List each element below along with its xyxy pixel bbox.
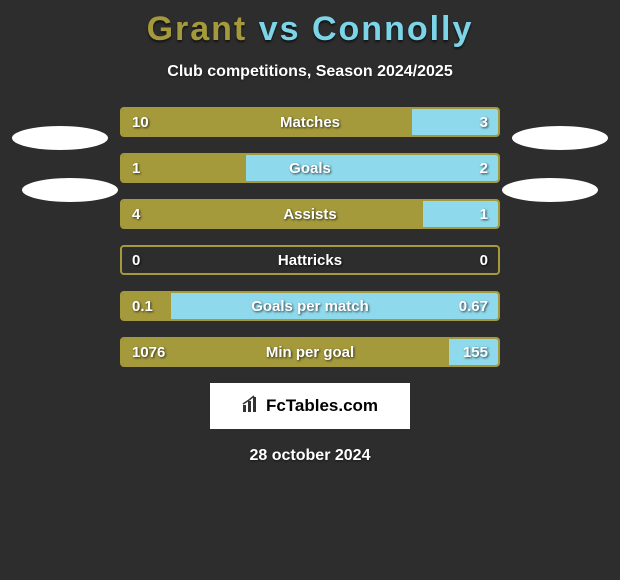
stats-bars-container: Matches103Goals12Assists41Hattricks00Goa…	[120, 107, 500, 367]
stat-value-left: 10	[132, 109, 149, 135]
stat-value-left: 0	[132, 247, 140, 273]
fctables-logo: FcTables.com	[210, 383, 410, 429]
stat-value-left: 4	[132, 201, 140, 227]
stat-value-right: 2	[480, 155, 488, 181]
stat-value-left: 1076	[132, 339, 165, 365]
vs-text: vs	[259, 10, 301, 48]
stat-value-right: 0.67	[459, 293, 488, 319]
stat-row: Matches10 3	[120, 107, 500, 137]
chart-icon	[242, 395, 260, 418]
stat-value-right: 1	[480, 201, 488, 227]
comparison-title: Grant vs Connolly	[0, 0, 620, 49]
stat-value-right: 0	[480, 247, 488, 273]
date-text: 28 october 2024	[0, 447, 620, 465]
stat-label: Goals per match	[122, 293, 498, 319]
stat-row: Assists4 1	[120, 199, 500, 229]
player2-name: Connolly	[312, 10, 473, 48]
player-badge-oval	[502, 178, 598, 202]
stat-row: Goals per match0.1 0.67	[120, 291, 500, 321]
stat-value-right: 3	[480, 109, 488, 135]
stat-value-left: 1	[132, 155, 140, 181]
player-badge-oval	[12, 126, 108, 150]
stat-row: Min per goal1076 155	[120, 337, 500, 367]
stat-label: Min per goal	[122, 339, 498, 365]
player-badge-oval	[512, 126, 608, 150]
stat-value-left: 0.1	[132, 293, 153, 319]
logo-text: FcTables.com	[266, 396, 378, 416]
stat-label: Goals	[122, 155, 498, 181]
player1-name: Grant	[147, 10, 248, 48]
stat-value-right: 155	[463, 339, 488, 365]
stat-label: Assists	[122, 201, 498, 227]
subtitle-text: Club competitions, Season 2024/2025	[0, 63, 620, 81]
stat-label: Matches	[122, 109, 498, 135]
stat-label: Hattricks	[122, 247, 498, 273]
stat-row: Goals1 2	[120, 153, 500, 183]
stat-row: Hattricks0 0	[120, 245, 500, 275]
player-badge-oval	[22, 178, 118, 202]
